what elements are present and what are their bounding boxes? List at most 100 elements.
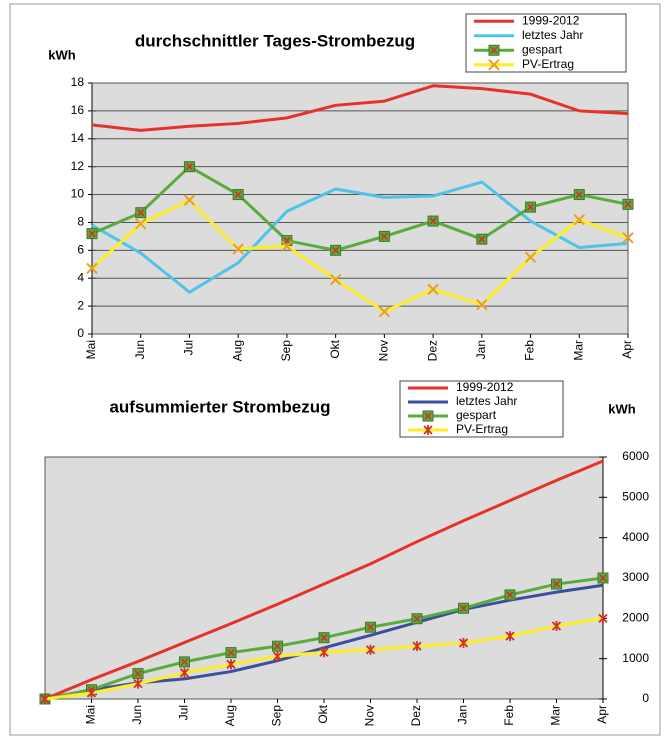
marker: [365, 621, 376, 633]
marker: [622, 232, 634, 244]
x-tick-label: Okt: [328, 339, 342, 358]
marker: [524, 251, 537, 264]
y-tick-label: 1000: [622, 651, 649, 665]
y-axis-label: kWh: [48, 47, 76, 62]
marker: [232, 243, 244, 255]
marker: [488, 59, 500, 71]
x-tick-label: Apr: [595, 705, 609, 724]
y-tick-label: 4: [77, 270, 84, 284]
marker: [330, 244, 342, 256]
marker: [319, 647, 329, 658]
marker-x: [227, 649, 235, 657]
legend-label: PV-Ertrag: [522, 57, 574, 71]
y-tick-label: 2: [77, 298, 84, 312]
marker: [598, 613, 608, 624]
x-tick-label: Nov: [363, 705, 377, 726]
x-tick-label: Dez: [425, 340, 439, 361]
x-tick-label: Sep: [279, 340, 293, 362]
marker: [135, 207, 147, 219]
marker-x: [429, 217, 437, 225]
marker: [281, 235, 293, 247]
chart-title: durchschnittler Tages-Strombezug: [135, 31, 415, 50]
x-tick-label: Feb: [502, 705, 516, 726]
marker-x: [180, 658, 189, 666]
marker: [183, 161, 195, 173]
x-tick-label: Aug: [223, 705, 237, 726]
chart-title: aufsummierter Strombezug: [109, 397, 330, 416]
marker-x: [490, 46, 498, 54]
marker: [458, 602, 469, 614]
marker: [378, 305, 391, 318]
series-line: [90, 198, 629, 314]
series-line: [91, 165, 629, 252]
y-tick-label: 12: [71, 159, 85, 173]
y-tick-label: 2000: [622, 611, 649, 625]
marker: [272, 651, 283, 662]
marker: [423, 425, 433, 435]
y-tick-label: 5000: [622, 490, 649, 504]
marker: [573, 213, 585, 226]
marker: [458, 637, 469, 648]
y-tick-label: 6000: [622, 449, 649, 463]
x-tick-label: Apr: [620, 340, 634, 359]
marker-x: [459, 604, 468, 612]
x-tick-label: Feb: [523, 340, 537, 361]
marker-x: [380, 232, 388, 240]
marker: [551, 620, 562, 631]
x-tick-label: Jan: [474, 340, 488, 359]
x-tick-label: Mai: [84, 340, 98, 359]
marker: [597, 572, 609, 584]
marker-x: [478, 235, 486, 243]
marker-x: [552, 580, 561, 588]
x-tick-label: Jun: [130, 705, 144, 724]
marker-x: [366, 623, 375, 631]
marker: [329, 273, 342, 286]
marker: [40, 694, 50, 704]
marker: [272, 640, 283, 652]
marker: [226, 659, 236, 670]
marker-x: [137, 209, 145, 217]
x-tick-label: Aug: [230, 340, 244, 361]
marker: [281, 240, 293, 252]
y-axis-label: kWh: [608, 401, 636, 416]
frame: [9, 3, 661, 736]
marker: [179, 656, 190, 668]
y-tick-label: 14: [71, 131, 85, 145]
y-tick-label: 0: [642, 691, 649, 705]
x-tick-label: Jul: [177, 705, 191, 720]
y-tick-label: 6: [77, 243, 84, 257]
series-line: [91, 84, 629, 132]
marker: [488, 44, 500, 56]
marker-x: [332, 246, 340, 254]
marker-x: [234, 191, 242, 199]
x-tick-label: Sep: [270, 705, 284, 727]
y-tick-label: 3000: [622, 570, 649, 584]
marker: [318, 632, 330, 644]
x-tick-label: Dez: [409, 705, 423, 726]
legend-label: gespart: [522, 42, 563, 56]
marker: [573, 189, 585, 201]
marker: [505, 631, 515, 642]
x-tick-label: Mai: [84, 705, 98, 724]
marker-x: [273, 642, 282, 650]
marker: [427, 215, 439, 227]
marker-x: [185, 163, 193, 171]
marker: [135, 218, 147, 230]
marker: [504, 589, 516, 601]
marker: [476, 299, 488, 311]
marker: [411, 613, 423, 625]
series-line: [91, 180, 629, 294]
marker: [86, 228, 98, 240]
marker: [132, 668, 144, 680]
marker-x: [413, 615, 421, 623]
marker: [622, 198, 634, 210]
marker: [225, 647, 237, 659]
marker: [183, 194, 196, 206]
marker: [412, 641, 422, 652]
legend-label: 1999-2012: [456, 380, 514, 394]
marker: [427, 283, 439, 296]
x-tick-label: Jan: [456, 705, 470, 724]
y-tick-label: 18: [71, 75, 85, 89]
y-tick-label: 4000: [622, 530, 649, 544]
marker: [422, 410, 434, 422]
